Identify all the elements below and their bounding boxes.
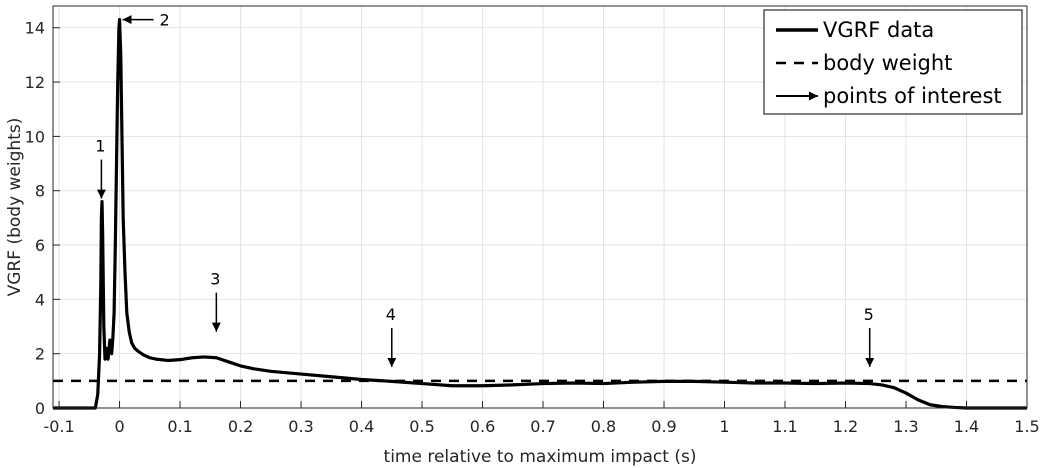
y-axis-label: VGRF (body weights) bbox=[5, 118, 25, 297]
x-tick-label: 0.2 bbox=[228, 417, 253, 436]
x-tick-label: 0.4 bbox=[349, 417, 374, 436]
x-tick-label: 0.7 bbox=[530, 417, 555, 436]
x-axis-label: time relative to maximum impact (s) bbox=[384, 447, 697, 467]
y-tick-label: 0 bbox=[35, 399, 45, 418]
y-tick-label: 4 bbox=[35, 290, 45, 309]
legend-label-body-weight: body weight bbox=[823, 51, 952, 75]
x-tick-label: 0.6 bbox=[470, 417, 495, 436]
x-tick-label: 0 bbox=[114, 417, 124, 436]
x-tick-label: 1.2 bbox=[833, 417, 858, 436]
legend-label-points-of-interest: points of interest bbox=[823, 84, 1002, 108]
x-tick-label: 1 bbox=[719, 417, 729, 436]
legend: VGRF data body weight points of interest bbox=[763, 9, 1023, 115]
legend-label-vgrf: VGRF data bbox=[823, 18, 934, 42]
series-layer bbox=[53, 17, 1027, 410]
x-tick-label: 1.4 bbox=[954, 417, 979, 436]
x-tick-label: 0.9 bbox=[651, 417, 676, 436]
annotation-label: 3 bbox=[210, 270, 220, 289]
x-tick-label: -0.1 bbox=[43, 417, 74, 436]
x-tick-label: 1.3 bbox=[893, 417, 918, 436]
y-tick-label: 10 bbox=[25, 127, 45, 146]
annotations: 1 2 3 4 5 bbox=[95, 11, 875, 367]
annotation-label: 1 bbox=[95, 137, 105, 156]
plot-frame bbox=[52, 5, 1028, 409]
x-tick-label: 0.1 bbox=[167, 417, 192, 436]
y-tick-label: 8 bbox=[35, 182, 45, 201]
y-tick-label: 6 bbox=[35, 236, 45, 255]
x-tick-label: 0.3 bbox=[288, 417, 313, 436]
x-tick-label: 1.5 bbox=[1014, 417, 1039, 436]
y-tick-label: 2 bbox=[35, 345, 45, 364]
annotation-label: 4 bbox=[386, 305, 396, 324]
vgrf-data-line bbox=[53, 17, 1027, 410]
y-tick-label: 14 bbox=[25, 19, 45, 38]
annotation-label: 5 bbox=[864, 305, 874, 324]
annotation-label: 2 bbox=[160, 11, 170, 30]
y-tick-label: 12 bbox=[25, 73, 45, 92]
grid bbox=[53, 6, 1028, 409]
ticks: -0.1 0 0.1 0.2 0.3 0.4 0.5 0.6 0.7 0.8 0.9 1 1.1 1.2 1… bbox=[25, 19, 1040, 436]
x-tick-label: 0.5 bbox=[409, 417, 434, 436]
x-tick-label: 1.1 bbox=[772, 417, 797, 436]
x-tick-label: 0.8 bbox=[591, 417, 616, 436]
